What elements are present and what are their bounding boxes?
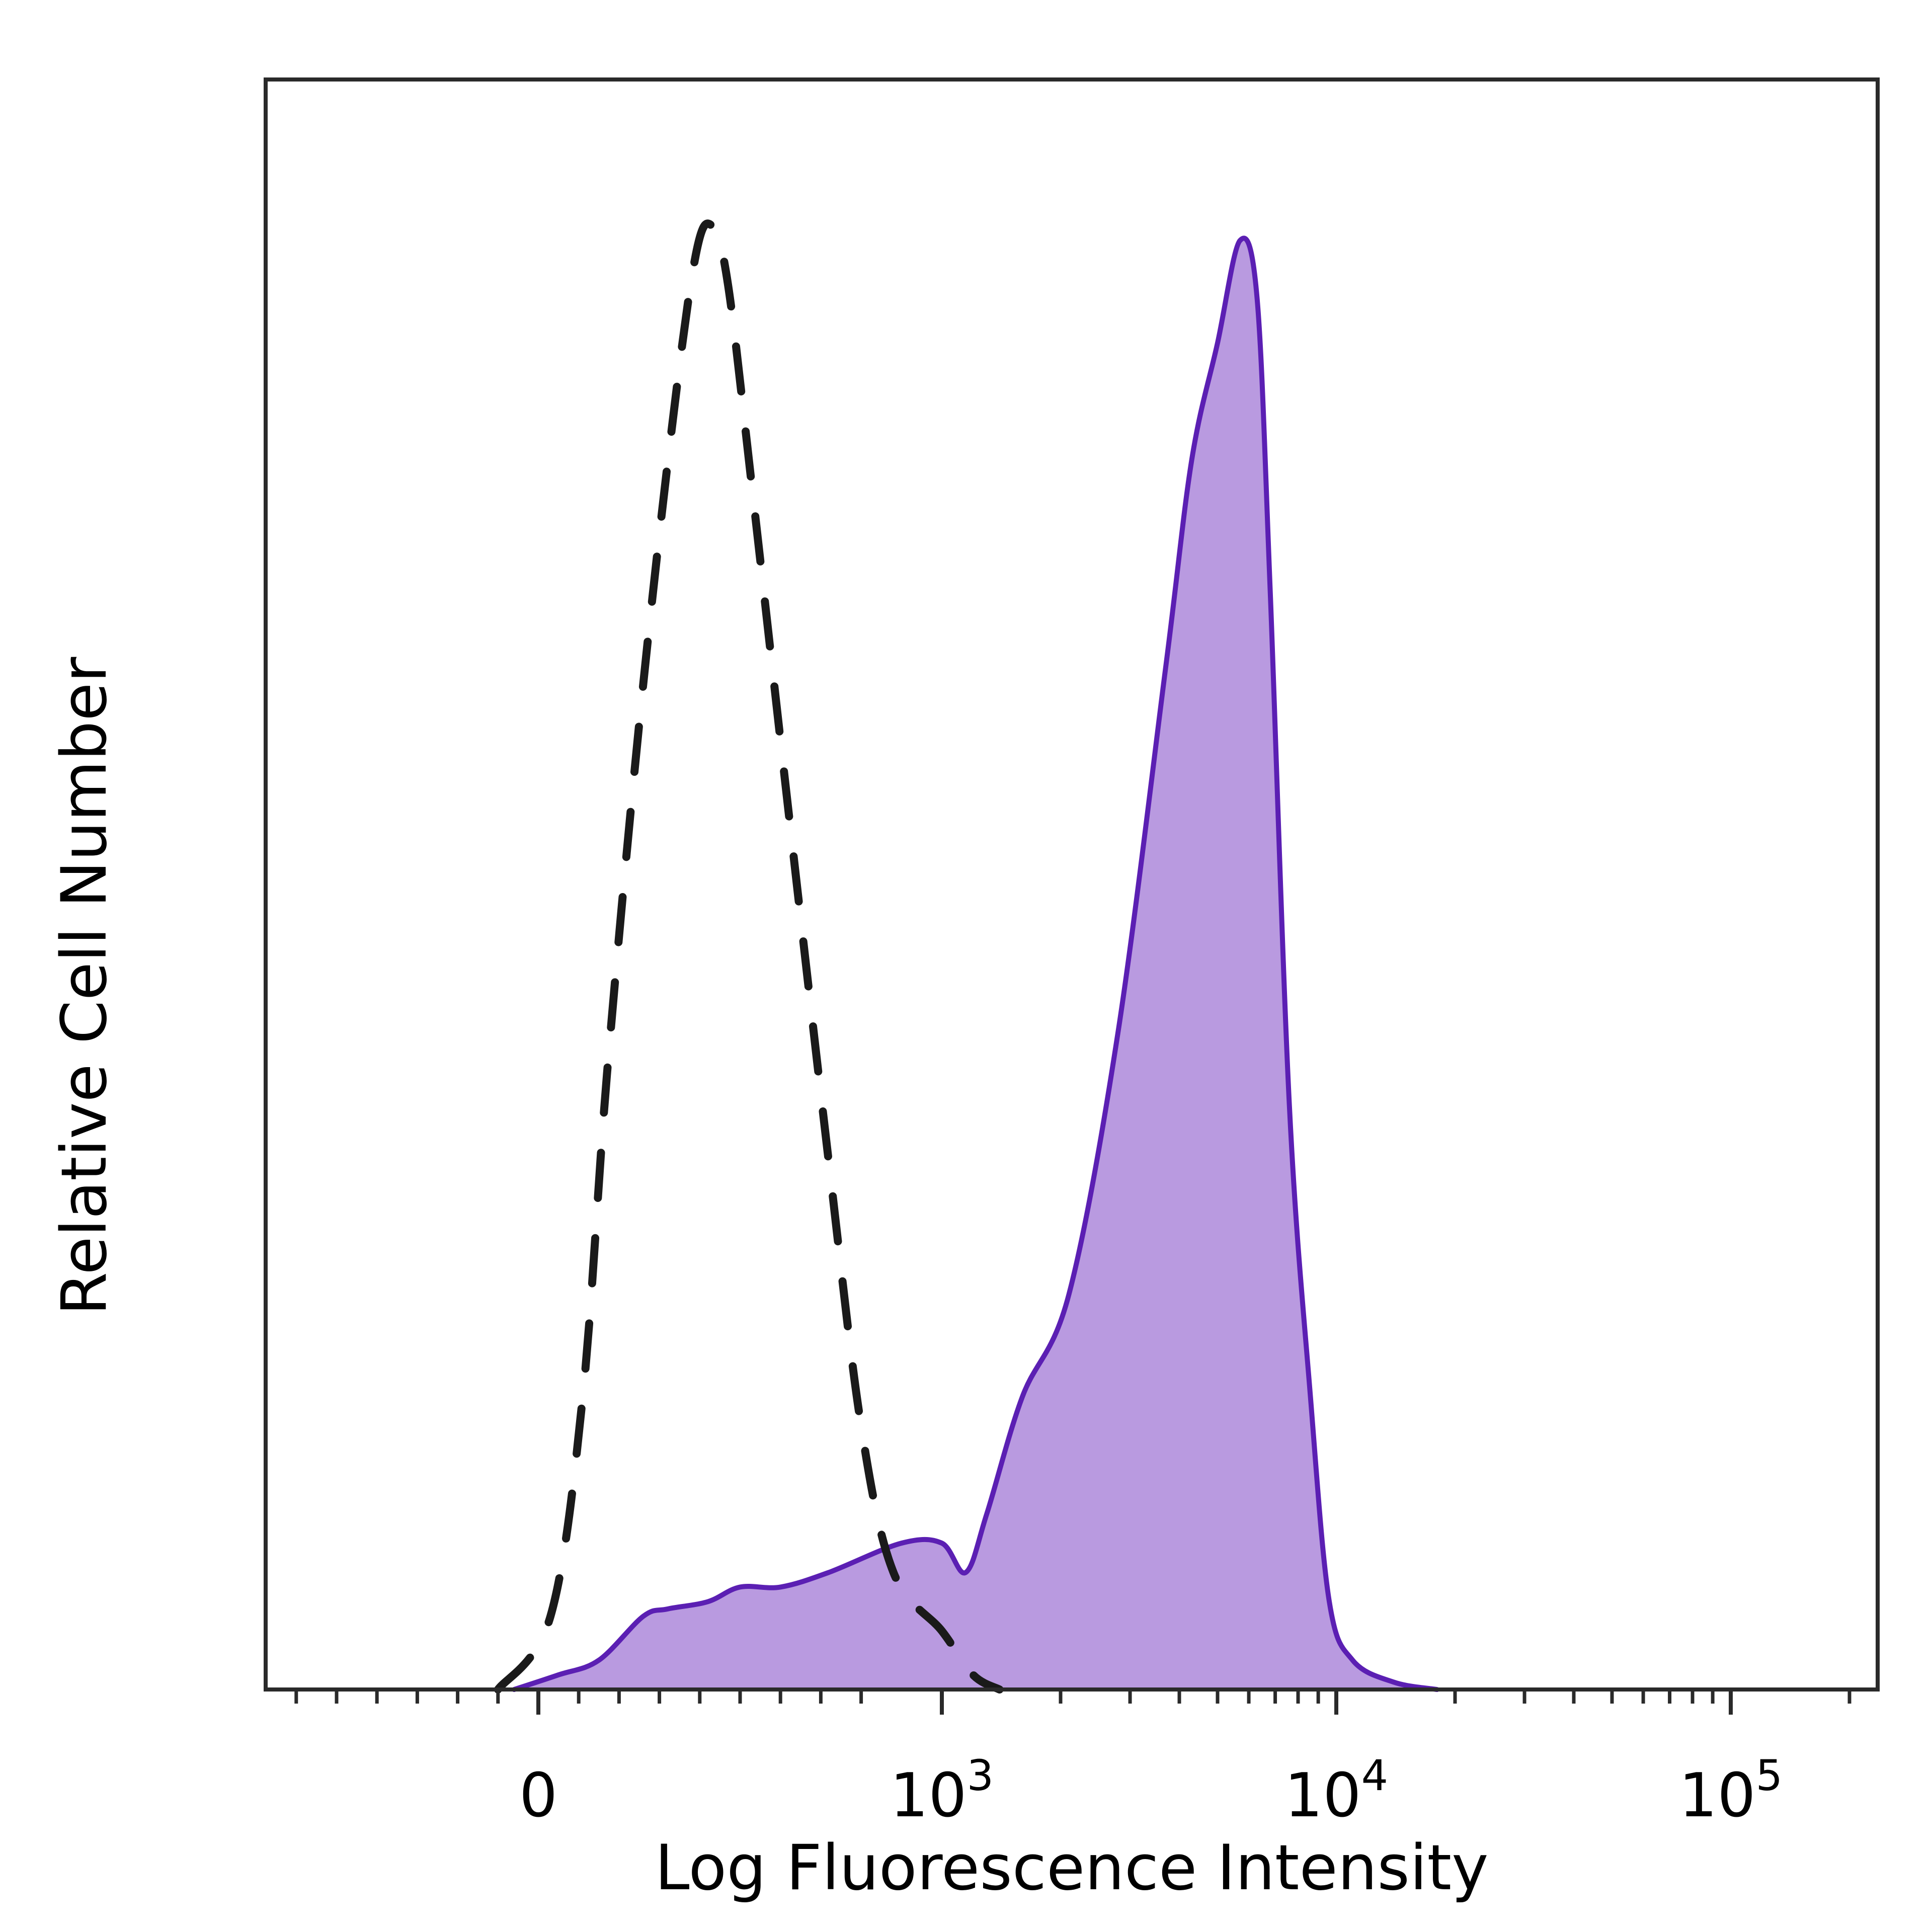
series-1-area bbox=[514, 238, 1437, 1689]
x-tick-label: 104 bbox=[1284, 1751, 1388, 1831]
x-axis-label: Log Fluorescence Intensity bbox=[655, 1832, 1489, 1904]
x-axis-ticks bbox=[294, 1689, 1852, 1715]
x-tick-label: 103 bbox=[890, 1751, 994, 1831]
plot-frame bbox=[264, 77, 1880, 1692]
y-axis-label: Relative Cell Number bbox=[48, 657, 121, 1316]
x-tick-label: 105 bbox=[1679, 1751, 1783, 1831]
x-axis-tick-labels: 0 103 104 105 bbox=[519, 1751, 1783, 1831]
x-tick-label: 0 bbox=[519, 1761, 557, 1831]
series-1-line bbox=[511, 235, 1440, 1692]
